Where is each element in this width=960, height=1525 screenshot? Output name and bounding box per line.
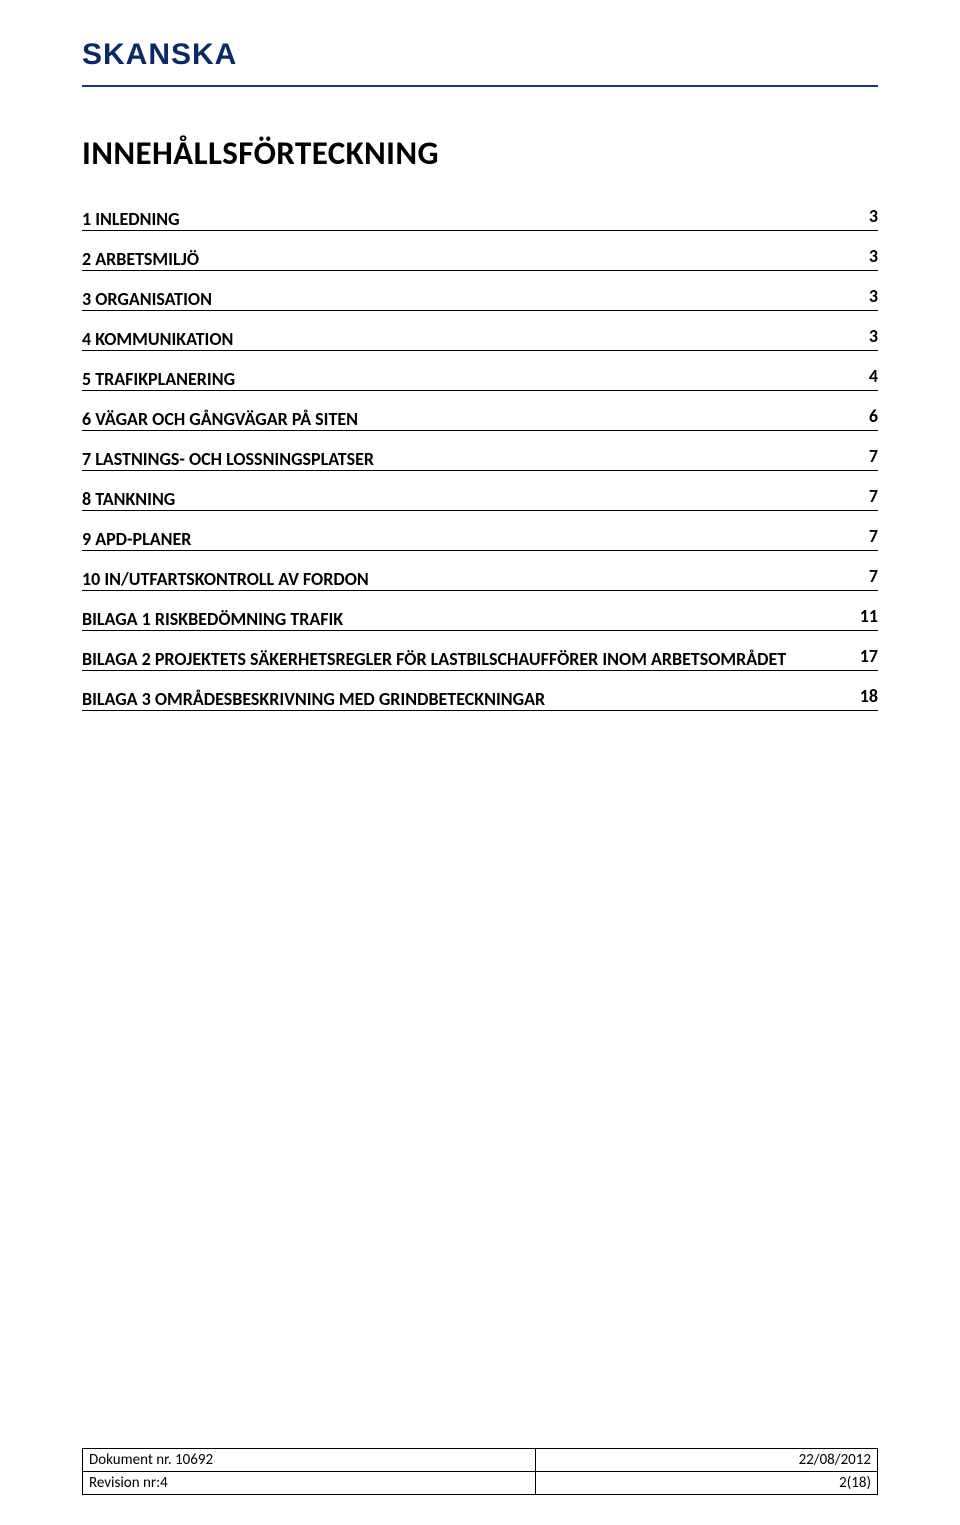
toc-entry: BILAGA 3 OMRÅDESBESKRIVNING MED GRINDBET…	[82, 687, 878, 712]
toc-label: 6 VÄGAR OCH GÅNGVÄGAR PÅ SITEN	[82, 408, 358, 430]
toc-entry: 3 ORGANISATION 3	[82, 287, 878, 312]
toc-page: 18	[860, 685, 878, 707]
toc-underline	[82, 390, 878, 391]
toc-page: 7	[869, 565, 878, 587]
toc-gap	[82, 352, 878, 367]
toc-entry: 10 IN/UTFARTSKONTROLL AV FORDON 7	[82, 567, 878, 592]
toc-page: 7	[869, 485, 878, 507]
toc-gap	[82, 512, 878, 527]
toc-entry: 7 LASTNINGS- OCH LOSSNINGSPLATSER 7	[82, 447, 878, 472]
table-of-contents: 1 INLEDNING 3 2 ARBETSMILJÖ 3 3 ORGANISA…	[82, 207, 878, 712]
toc-page: 7	[869, 525, 878, 547]
document-page: SKANSKA INNEHÅLLSFÖRTECKNING 1 INLEDNING…	[0, 0, 960, 1525]
toc-page: 3	[869, 285, 878, 307]
toc-gap	[82, 272, 878, 287]
header-rule	[82, 85, 878, 87]
toc-page: 3	[869, 325, 878, 347]
brand-logo: SKANSKA	[82, 36, 878, 83]
toc-gap	[82, 592, 878, 607]
svg-text:SKANSKA: SKANSKA	[82, 38, 237, 71]
toc-underline	[82, 670, 878, 671]
toc-gap	[82, 232, 878, 247]
toc-underline	[82, 350, 878, 351]
table-row: Revision nr:4 2(18)	[83, 1472, 878, 1495]
toc-page: 17	[860, 645, 878, 667]
toc-underline	[82, 430, 878, 431]
toc-label: 8 TANKNING	[82, 488, 175, 510]
toc-label: 3 ORGANISATION	[82, 288, 212, 310]
toc-page: 3	[869, 205, 878, 227]
toc-label: 10 IN/UTFARTSKONTROLL AV FORDON	[82, 568, 369, 590]
toc-label: 4 KOMMUNIKATION	[82, 328, 233, 350]
page-title: INNEHÅLLSFÖRTECKNING	[82, 133, 878, 173]
toc-page: 7	[869, 445, 878, 467]
toc-underline	[82, 270, 878, 271]
toc-page: 3	[869, 245, 878, 267]
toc-underline	[82, 630, 878, 631]
toc-label: 5 TRAFIKPLANERING	[82, 368, 235, 390]
toc-page: 4	[869, 365, 878, 387]
toc-gap	[82, 672, 878, 687]
toc-underline	[82, 310, 878, 311]
toc-gap	[82, 552, 878, 567]
toc-label: BILAGA 2 PROJEKTETS SÄKERHETSREGLER FÖR …	[82, 648, 786, 670]
toc-underline	[82, 510, 878, 511]
toc-label: 9 APD-PLANER	[82, 528, 191, 550]
page-footer: Dokument nr. 10692 22/08/2012 Revision n…	[82, 1448, 878, 1495]
toc-underline	[82, 590, 878, 591]
skanska-logo-icon: SKANSKA	[82, 36, 302, 78]
toc-entry: 1 INLEDNING 3	[82, 207, 878, 232]
toc-label: 7 LASTNINGS- OCH LOSSNINGSPLATSER	[82, 448, 374, 470]
toc-underline	[82, 470, 878, 471]
footer-table: Dokument nr. 10692 22/08/2012 Revision n…	[82, 1448, 878, 1495]
footer-doc-label: Dokument nr. 10692	[83, 1449, 536, 1472]
toc-underline	[82, 710, 878, 711]
toc-label: BILAGA 1 RISKBEDÖMNING TRAFIK	[82, 608, 343, 630]
footer-date: 22/08/2012	[536, 1449, 878, 1472]
table-row: Dokument nr. 10692 22/08/2012	[83, 1449, 878, 1472]
toc-underline	[82, 550, 878, 551]
toc-underline	[82, 230, 878, 231]
footer-rev-label: Revision nr:4	[83, 1472, 536, 1495]
toc-label: 1 INLEDNING	[82, 208, 180, 230]
toc-entry: 9 APD-PLANER 7	[82, 527, 878, 552]
toc-gap	[82, 392, 878, 407]
toc-entry: BILAGA 1 RISKBEDÖMNING TRAFIK 11	[82, 607, 878, 632]
toc-entry: 8 TANKNING 7	[82, 487, 878, 512]
toc-entry: 6 VÄGAR OCH GÅNGVÄGAR PÅ SITEN 6	[82, 407, 878, 432]
toc-label: BILAGA 3 OMRÅDESBESKRIVNING MED GRINDBET…	[82, 688, 545, 710]
toc-gap	[82, 432, 878, 447]
toc-label: 2 ARBETSMILJÖ	[82, 248, 199, 270]
toc-gap	[82, 312, 878, 327]
toc-entry: 2 ARBETSMILJÖ 3	[82, 247, 878, 272]
toc-page: 6	[869, 405, 878, 427]
toc-page: 11	[860, 605, 878, 627]
footer-page-number: 2(18)	[536, 1472, 878, 1495]
toc-entry: 5 TRAFIKPLANERING 4	[82, 367, 878, 392]
toc-gap	[82, 472, 878, 487]
toc-entry: BILAGA 2 PROJEKTETS SÄKERHETSREGLER FÖR …	[82, 647, 878, 672]
toc-gap	[82, 632, 878, 647]
toc-entry: 4 KOMMUNIKATION 3	[82, 327, 878, 352]
